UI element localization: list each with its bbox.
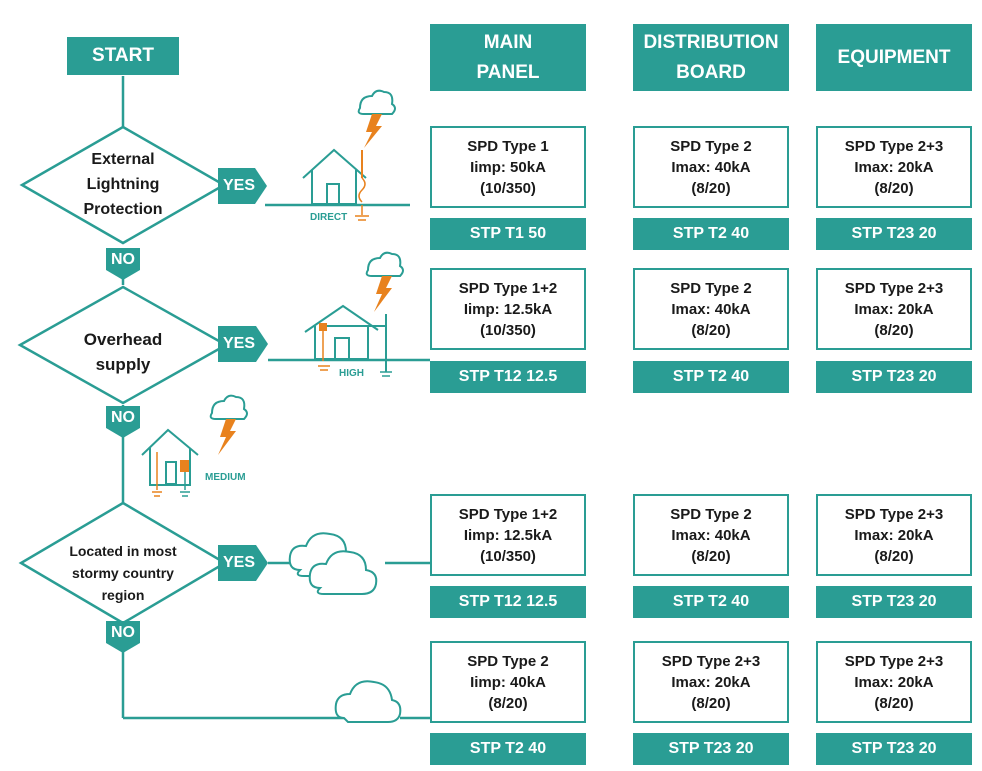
spd-waveform: (10/350) [480, 321, 536, 339]
spd-card: SPD Type 1 Iimp: 50kA (10/350) [430, 126, 586, 208]
spd-card: SPD Type 2+3 Imax: 20kA (8/20) [816, 494, 972, 576]
spd-current: Iimp: 12.5kA [463, 300, 553, 318]
spd-waveform: (8/20) [691, 179, 731, 197]
caption-medium: MEDIUM [205, 472, 246, 483]
spd-current: Imax: 20kA [854, 158, 934, 176]
spd-current: Iimp: 50kA [470, 158, 546, 176]
product-label: STP T23 20 [816, 586, 972, 618]
caption-high: HIGH [339, 368, 364, 379]
product-label: STP T2 40 [633, 218, 789, 250]
yes-arrow-2 [218, 326, 268, 362]
spd-current: Imax: 20kA [854, 526, 934, 544]
spd-type: SPD Type 1+2 [458, 505, 558, 523]
house-direct-icon [282, 89, 410, 221]
spd-current: Imax: 20kA [854, 673, 934, 691]
spd-type: SPD Type 2+3 [661, 652, 761, 670]
product-label: STP T2 40 [633, 586, 789, 618]
house-medium-icon [141, 394, 248, 497]
caption-direct: DIRECT [310, 212, 348, 223]
spd-card: SPD Type 1+2 Iimp: 12.5kA (10/350) [430, 268, 586, 350]
product-label: STP T12 12.5 [430, 586, 586, 618]
spd-card: SPD Type 2+3 Imax: 20kA (8/20) [633, 641, 789, 723]
product-label: STP T23 20 [816, 218, 972, 250]
product-label: STP T1 50 [430, 218, 586, 250]
spd-waveform: (8/20) [874, 179, 914, 197]
spd-type: SPD Type 2+3 [844, 652, 944, 670]
start-node: START [67, 37, 179, 75]
cloud-icon [334, 680, 402, 723]
spd-waveform: (8/20) [874, 694, 914, 712]
no-shape-3 [106, 621, 140, 653]
product-label: STP T2 40 [633, 361, 789, 393]
yes-arrow-3 [218, 545, 268, 581]
spd-current: Imax: 40kA [671, 526, 751, 544]
spd-card: SPD Type 2+3 Imax: 20kA (8/20) [816, 268, 972, 350]
no-label-2: NO [111, 409, 135, 426]
spd-current: Iimp: 40kA [470, 673, 546, 691]
product-label: STP T23 20 [633, 733, 789, 765]
spd-current: Imax: 40kA [671, 300, 751, 318]
spd-type: SPD Type 2 [670, 279, 752, 297]
no-shape-1 [106, 248, 140, 280]
spd-type: SPD Type 1 [467, 137, 549, 155]
spd-waveform: (8/20) [691, 547, 731, 565]
yes-label-3: YES [222, 554, 255, 571]
spd-card: SPD Type 2+3 Imax: 20kA (8/20) [816, 126, 972, 208]
spd-current: Imax: 20kA [671, 673, 751, 691]
spd-waveform: (8/20) [874, 547, 914, 565]
spd-card: SPD Type 2 Iimp: 40kA (8/20) [430, 641, 586, 723]
product-label: STP T12 12.5 [430, 361, 586, 393]
spd-type: SPD Type 2+3 [844, 505, 944, 523]
spd-current: Iimp: 12.5kA [463, 526, 553, 544]
spd-card: SPD Type 1+2 Iimp: 12.5kA (10/350) [430, 494, 586, 576]
product-label: STP T2 40 [430, 733, 586, 765]
spd-waveform: (8/20) [691, 321, 731, 339]
question-overhead-supply: Overhead supply [83, 330, 163, 374]
header-distribution-board: DISTRIBUTION BOARD [633, 24, 789, 91]
spd-waveform: (8/20) [691, 694, 731, 712]
spd-type: SPD Type 2 [670, 505, 752, 523]
spd-card: SPD Type 2+3 Imax: 20kA (8/20) [816, 641, 972, 723]
no-label-1: NO [111, 251, 135, 268]
spd-type: SPD Type 2 [670, 137, 752, 155]
spd-waveform: (8/20) [488, 694, 528, 712]
spd-card: SPD Type 2 Imax: 40kA (8/20) [633, 268, 789, 350]
spd-card: SPD Type 2 Imax: 40kA (8/20) [633, 126, 789, 208]
storm-clouds-icon [288, 532, 378, 595]
decision-diamond-external-lightning [19, 125, 227, 245]
header-main-panel: MAIN PANEL [430, 24, 586, 91]
product-label: STP T23 20 [816, 361, 972, 393]
no-label-3: NO [111, 624, 135, 641]
product-label: STP T23 20 [816, 733, 972, 765]
spd-waveform: (10/350) [480, 179, 536, 197]
decision-diamond-overhead-supply [17, 285, 229, 405]
spd-waveform: (8/20) [874, 321, 914, 339]
header-equipment: EQUIPMENT [816, 24, 972, 91]
spd-current: Imax: 40kA [671, 158, 751, 176]
yes-arrow-1 [218, 168, 267, 204]
yes-label-1: YES [222, 177, 255, 194]
spd-current: Imax: 20kA [854, 300, 934, 318]
question-stormy-region: Located in most stormy country region [69, 543, 177, 603]
no-shape-2 [106, 406, 140, 438]
spd-type: SPD Type 1+2 [458, 279, 558, 297]
yes-label-2: YES [222, 335, 255, 352]
spd-type: SPD Type 2 [467, 652, 549, 670]
question-external-lightning: External Lightning Protection [83, 151, 163, 218]
spd-type: SPD Type 2+3 [844, 137, 944, 155]
spd-card: SPD Type 2 Imax: 40kA (8/20) [633, 494, 789, 576]
house-high-icon [288, 251, 430, 377]
spd-type: SPD Type 2+3 [844, 279, 944, 297]
spd-waveform: (10/350) [480, 547, 536, 565]
